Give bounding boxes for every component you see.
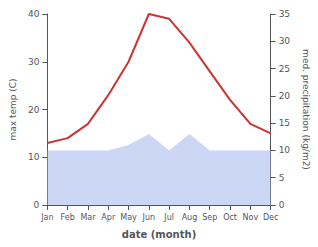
svg-text:10: 10 [28,152,40,162]
svg-text:40: 40 [28,9,40,19]
svg-text:Sep: Sep [202,213,217,222]
svg-text:Nov: Nov [243,213,259,222]
svg-text:Apr: Apr [101,213,116,222]
svg-text:0: 0 [279,200,285,210]
svg-text:Feb: Feb [61,213,75,222]
svg-text:30: 30 [279,36,291,46]
svg-text:date (month): date (month) [122,229,196,240]
svg-text:max temp (C): max temp (C) [8,78,18,140]
svg-text:5: 5 [279,173,285,183]
svg-text:May: May [120,213,137,222]
svg-text:Jul: Jul [163,213,174,222]
svg-text:Mar: Mar [80,213,96,222]
svg-text:Aug: Aug [182,213,198,222]
svg-text:med. precipitation (kg/m2): med. precipitation (kg/m2) [301,49,311,170]
svg-text:20: 20 [28,105,40,115]
svg-text:35: 35 [279,9,290,19]
svg-text:15: 15 [279,118,290,128]
svg-text:25: 25 [279,64,290,74]
svg-text:Jan: Jan [40,213,53,222]
svg-text:20: 20 [279,91,291,101]
svg-text:Jun: Jun [142,213,156,222]
svg-text:0: 0 [34,200,40,210]
svg-text:30: 30 [28,57,40,67]
svg-text:Dec: Dec [263,213,278,222]
svg-text:Oct: Oct [223,213,237,222]
svg-text:10: 10 [279,145,291,155]
